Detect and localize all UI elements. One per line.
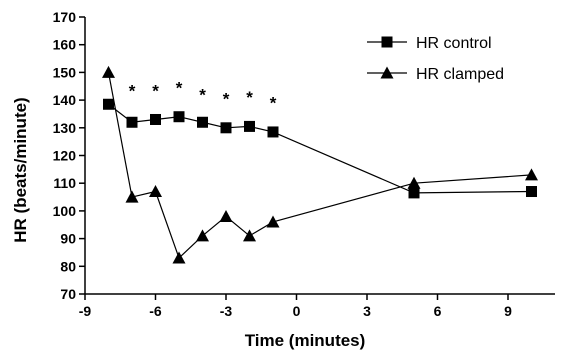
series-hr-control <box>103 98 537 199</box>
data-point-hr-control <box>267 126 279 138</box>
data-point-hr-control <box>408 187 420 199</box>
series-line-hr-clamped <box>107 72 532 260</box>
x-tick-label: -3 <box>220 303 233 319</box>
data-point-hr-control <box>220 122 232 134</box>
y-tick-label: 150 <box>53 64 77 80</box>
data-point-hr-control <box>197 116 208 128</box>
data-point-hr-clamped <box>149 185 162 198</box>
legend-marker-triangle <box>380 66 394 79</box>
x-tick-label: -6 <box>149 303 162 319</box>
y-tick-label: 160 <box>53 37 77 53</box>
data-point-hr-control <box>526 186 537 198</box>
y-tick-label: 80 <box>60 258 76 274</box>
legend: HR control HR clamped <box>367 35 504 83</box>
y-tick-label: 130 <box>53 120 77 136</box>
y-tick-label: 90 <box>60 231 76 247</box>
data-point-hr-clamped <box>407 176 421 189</box>
significance-asterisk: * <box>152 81 159 100</box>
data-point-hr-clamped <box>525 168 538 181</box>
data-point-hr-control <box>244 120 255 132</box>
y-tick-label: 170 <box>53 9 77 25</box>
data-point-hr-control <box>173 111 185 123</box>
data-point-hr-clamped <box>219 209 233 222</box>
y-tick-label: 70 <box>60 286 76 302</box>
data-point-hr-control <box>126 116 138 128</box>
series-layer <box>102 65 538 264</box>
legend-item-hr-clamped: HR clamped <box>367 66 504 83</box>
data-point-hr-clamped <box>125 190 139 203</box>
legend-label: HR clamped <box>416 66 504 83</box>
data-point-hr-clamped <box>172 251 186 264</box>
y-tick-label: 140 <box>53 92 77 108</box>
legend-marker-square <box>381 36 393 48</box>
legend-label: HR control <box>416 35 492 52</box>
data-point-hr-clamped <box>196 229 209 242</box>
y-axis: 70 80 90 100 110 120 130 140 150 160 170 <box>53 9 86 302</box>
y-tick-label: 110 <box>53 175 76 191</box>
series-line-hr-control <box>108 103 532 194</box>
significance-asterisk: * <box>129 81 136 100</box>
x-tick-label: 6 <box>434 303 442 319</box>
x-axis-title: Time (minutes) <box>245 331 366 350</box>
significance-asterisk: * <box>176 78 183 97</box>
data-point-hr-control <box>150 113 161 125</box>
x-axis: -9 -6 -3 0 3 6 9 <box>79 293 555 319</box>
x-tick-label: 3 <box>363 303 371 319</box>
data-point-hr-clamped <box>102 65 115 78</box>
x-tick-label: 9 <box>504 303 512 319</box>
significance-asterisk: * <box>270 94 277 113</box>
significance-asterisk: * <box>246 88 253 107</box>
significance-asterisk: * <box>199 85 206 104</box>
data-point-hr-clamped <box>266 215 280 228</box>
y-tick-label: 120 <box>53 148 77 164</box>
data-point-hr-control <box>103 98 114 110</box>
significance-asterisk: * <box>223 90 230 109</box>
y-axis-title: HR (beats/minute) <box>11 97 30 242</box>
legend-item-hr-control: HR control <box>367 35 492 52</box>
series-hr-clamped <box>102 65 538 264</box>
x-tick-label: 0 <box>293 303 301 319</box>
significance-markers: * * * * * * * <box>129 78 277 112</box>
y-tick-label: 100 <box>53 203 77 219</box>
x-tick-label: -9 <box>79 303 92 319</box>
data-point-hr-clamped <box>243 229 256 242</box>
